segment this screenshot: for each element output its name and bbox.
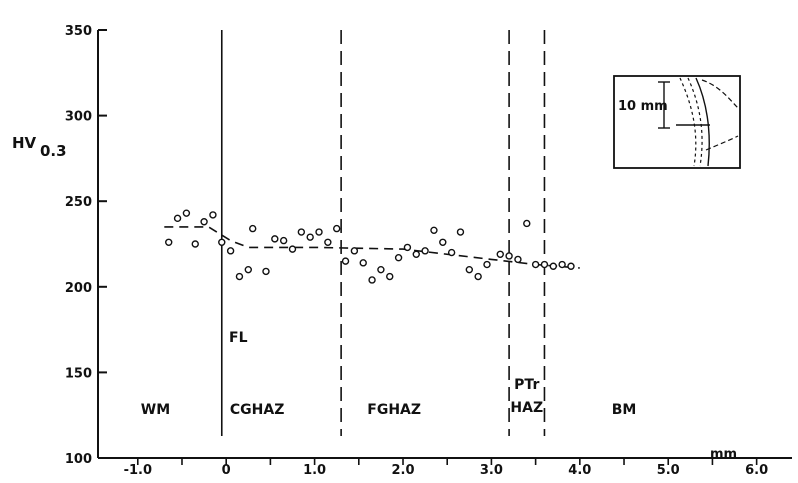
data-point: [249, 224, 257, 233]
data-point: [558, 260, 566, 269]
data-point: [297, 228, 306, 236]
x-tick-label: 5.0: [657, 463, 680, 478]
data-point: [288, 245, 297, 253]
zone-boundaries: [220, 30, 546, 436]
y-ticks: 100 150 200 250 300 350: [65, 24, 107, 467]
y-tick-label: 300: [65, 110, 92, 125]
data-point: [505, 252, 513, 260]
inset-curve-2: [687, 77, 703, 167]
zone-label: FGHAZ: [367, 402, 421, 418]
inset-curve-4: [701, 79, 739, 109]
fusion-line-label: FL: [229, 330, 248, 346]
data-point: [474, 272, 482, 281]
inset-curve-5: [705, 135, 739, 151]
inset-label: 10 mm: [618, 99, 668, 114]
data-point: [421, 247, 429, 255]
y-label-sub: 0.3: [40, 142, 67, 160]
data-point: [218, 238, 226, 246]
axes: [97, 30, 792, 459]
weld-inset: 10 mm: [613, 75, 741, 169]
data-point: [549, 262, 557, 270]
data-point: [173, 214, 182, 223]
data-point: [377, 265, 385, 274]
x-tick-label: 4.0: [568, 463, 591, 478]
data-point: [447, 248, 456, 257]
y-tick-label: 200: [65, 281, 92, 296]
data-point: [244, 265, 252, 274]
data-point: [567, 262, 575, 270]
y-tick-label: 100: [65, 452, 92, 467]
data-point: [182, 209, 191, 217]
data-point: [165, 238, 173, 246]
zone-labels: WM CGHAZ FGHAZ PTr HAZ BM: [141, 377, 637, 418]
data-point: [359, 259, 367, 267]
data-point: [235, 272, 244, 281]
x-tick-label: 2.0: [391, 463, 414, 478]
data-point: [271, 235, 279, 243]
data-point: [483, 260, 491, 269]
data-points: [165, 209, 575, 284]
data-point: [279, 236, 288, 245]
data-point: [523, 219, 531, 228]
data-point: [394, 253, 403, 262]
data-point: [341, 257, 350, 265]
trend-line: [164, 226, 580, 269]
zone-label: BM: [612, 402, 637, 418]
data-point: [456, 228, 465, 236]
x-tick-label: 6.0: [745, 463, 768, 478]
data-point: [439, 238, 447, 246]
zone-label: PTr: [514, 377, 539, 393]
data-point: [315, 228, 323, 236]
y-tick-label: 350: [65, 24, 92, 39]
data-point: [191, 240, 199, 248]
inset-curve-3: [695, 77, 710, 167]
y-axis-label: HV 0.3: [12, 134, 67, 160]
x-tick-label: 0: [222, 463, 231, 478]
data-point: [333, 224, 341, 233]
data-point: [403, 243, 412, 252]
data-point: [324, 238, 332, 246]
data-point: [496, 250, 504, 258]
x-unit-label: mm: [710, 447, 737, 462]
data-point: [430, 226, 438, 235]
y-tick-label: 250: [65, 195, 92, 210]
data-point: [531, 260, 540, 269]
data-point: [368, 276, 376, 284]
x-ticks: -1.0 0 1.0 2.0 3.0 4.0 5.0 6.0: [124, 458, 768, 478]
x-tick-label: -1.0: [124, 463, 152, 478]
data-point: [226, 247, 235, 255]
y-tick-label: 150: [65, 366, 92, 381]
data-point: [412, 250, 420, 258]
y-label-main: HV: [12, 134, 37, 152]
data-point: [306, 233, 314, 241]
data-point: [209, 211, 217, 219]
zone-label: HAZ: [510, 400, 543, 416]
zone-label: WM: [141, 402, 170, 418]
data-point: [200, 218, 208, 226]
data-point: [350, 247, 359, 255]
data-point: [540, 260, 549, 269]
inset-curve-1: [679, 77, 697, 167]
data-point: [465, 265, 474, 274]
inset-frame: [613, 75, 741, 169]
x-tick-label: 1.0: [303, 463, 326, 478]
data-point: [262, 267, 270, 276]
data-point: [386, 272, 394, 281]
zone-label: CGHAZ: [230, 402, 284, 418]
x-tick-label: 3.0: [480, 463, 503, 478]
data-point: [514, 255, 522, 264]
